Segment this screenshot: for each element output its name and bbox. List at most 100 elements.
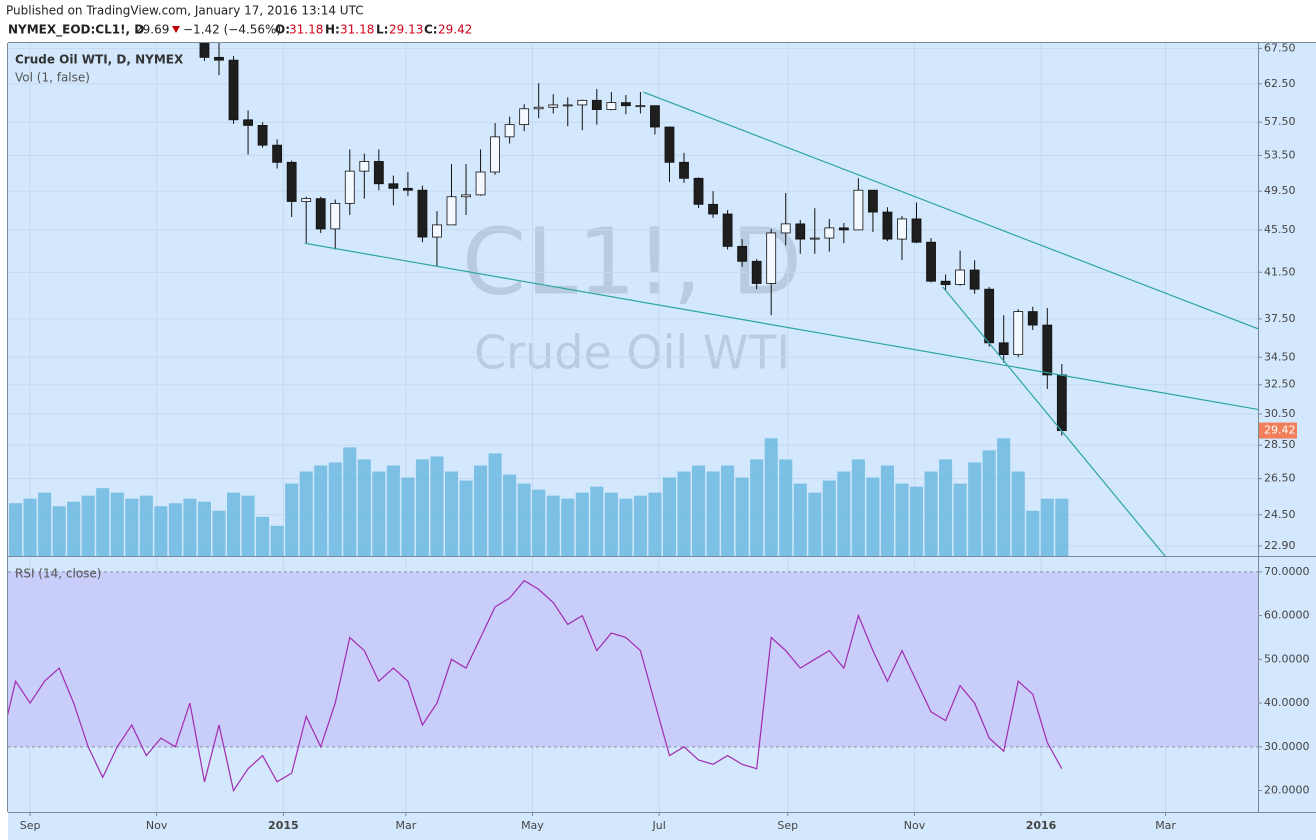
volume-bar <box>241 495 255 556</box>
volume-bar <box>924 471 938 556</box>
volume-bar <box>67 501 81 556</box>
y-tick-label: 45.50 <box>1264 223 1296 236</box>
volume-bar <box>96 488 110 556</box>
volume-bar <box>197 501 212 556</box>
volume-bar <box>706 471 720 556</box>
x-tick-label: Nov <box>904 819 926 832</box>
last-price: 29.69 <box>135 23 169 37</box>
trendlines <box>304 91 1258 556</box>
candle-body <box>533 106 544 110</box>
candle-body <box>955 269 966 286</box>
candle-body <box>911 218 922 243</box>
y-tick-label: 40.0000 <box>1264 696 1310 709</box>
volume-bar <box>23 498 37 556</box>
x-tick-label: May <box>521 819 544 832</box>
candle-body <box>606 102 617 110</box>
ohlc-value: 29.13 <box>389 23 423 37</box>
volume-bar <box>357 459 371 556</box>
candle-body <box>461 194 471 198</box>
candle-body <box>984 288 995 344</box>
y-tick-label: 30.50 <box>1264 407 1296 420</box>
candle-body <box>722 213 733 247</box>
last-price-label: 29.42 <box>1264 424 1296 437</box>
candle-body <box>693 177 704 205</box>
volume-bar <box>909 486 924 556</box>
volume-bar <box>430 456 444 556</box>
down-arrow <box>172 26 180 33</box>
candle-body <box>926 241 936 282</box>
volume-bar <box>764 438 778 556</box>
y-tick-label: 70.0000 <box>1264 565 1310 578</box>
volume-bar <box>488 453 502 556</box>
ohlc-label: H: <box>325 23 340 37</box>
watermark-subtitle: Crude Oil WTI <box>474 326 790 380</box>
y-tick-label: 53.50 <box>1264 148 1296 161</box>
volume-bar <box>256 516 270 556</box>
candle-body <box>650 105 660 128</box>
volume-bar <box>444 471 459 556</box>
volume-bar <box>561 498 575 556</box>
volume-bar <box>38 492 52 556</box>
volume-bar <box>168 503 182 556</box>
candle-body <box>272 144 283 163</box>
last-price-tag <box>1259 422 1297 439</box>
trendline <box>643 91 1258 330</box>
candle-body <box>432 224 442 238</box>
candle-body <box>243 119 253 126</box>
candle-body <box>315 198 326 230</box>
candle-body <box>635 105 646 108</box>
volume-bar <box>633 495 647 556</box>
candle-body <box>1056 374 1067 431</box>
volume-bar <box>750 459 764 556</box>
published-note: Published on TradingView.com, January 17… <box>6 4 364 18</box>
candle-body <box>1013 311 1024 356</box>
y-tick-label: 67.50 <box>1264 41 1296 54</box>
candle-body <box>795 223 806 240</box>
legend: RSI (14, close) <box>15 567 101 581</box>
candle-body <box>475 171 486 196</box>
candle-body <box>940 280 951 286</box>
volume-bar <box>866 477 880 556</box>
symbol: NYMEX_EOD:CL1!, D <box>8 23 144 38</box>
candle-body <box>548 104 559 108</box>
candle-body <box>577 99 588 106</box>
watermark: CL1!, D <box>462 208 802 315</box>
candle-body <box>504 124 515 138</box>
volume-bar <box>546 495 560 556</box>
volume-bar <box>110 492 124 556</box>
candle-body <box>490 136 501 173</box>
x-tick-label: 2016 <box>1026 819 1057 832</box>
candle-body <box>664 126 675 163</box>
y-tick-label: 30.0000 <box>1264 740 1310 753</box>
candle-body <box>737 245 748 262</box>
ohlc-value: 31.18 <box>340 23 374 37</box>
candle-body <box>562 104 573 107</box>
volume-bar <box>721 465 735 556</box>
candle-body <box>998 342 1009 356</box>
volume-bar <box>343 447 357 556</box>
volume-bar <box>415 459 429 556</box>
candle-body <box>766 232 777 284</box>
volume-bar <box>125 498 139 556</box>
candle-body <box>446 196 457 226</box>
rsi-band <box>8 571 1258 747</box>
volume-bar <box>837 471 851 556</box>
volume-bar <box>212 510 226 556</box>
candle-body <box>1042 324 1053 376</box>
volume-bar <box>677 471 691 556</box>
legend: Crude Oil WTI, D, NYMEX <box>15 53 184 67</box>
volume-bar <box>619 498 633 556</box>
ohlc-label: C: <box>424 23 438 37</box>
candle-body <box>838 227 849 231</box>
price-pane <box>8 43 1258 556</box>
volume-bar <box>662 477 677 556</box>
x-tick-label: Sep <box>20 819 41 832</box>
volume-bar <box>314 465 328 556</box>
x-tick-label: Mar <box>1155 819 1176 832</box>
candle-body <box>519 108 530 126</box>
y-tick-label: 50.0000 <box>1264 652 1310 665</box>
volume-bar <box>139 495 153 556</box>
candle-body <box>199 43 210 58</box>
trendline <box>942 286 1166 556</box>
